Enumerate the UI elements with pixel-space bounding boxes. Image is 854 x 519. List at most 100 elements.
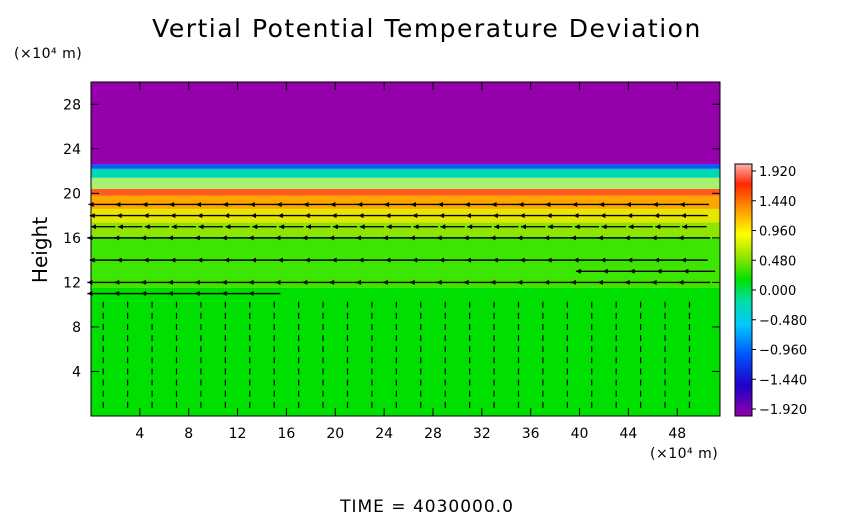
vector-arrow-head: [600, 257, 606, 263]
vector-arrow-head: [332, 224, 338, 230]
colorbar-tick-label: −0.960: [759, 344, 807, 359]
vector-arrow-head: [574, 224, 580, 230]
vector-arrow-head: [114, 291, 120, 297]
colorbar-tick-label: 1.440: [759, 195, 796, 210]
vector-arrow-head: [467, 224, 473, 230]
vector-arrow-head: [114, 235, 120, 241]
vector-arrow-head: [305, 224, 311, 230]
vector-arrow-head: [359, 224, 365, 230]
vector-arrow-head: [517, 235, 523, 241]
vector-arrow-head: [142, 201, 148, 207]
vector-arrow-head: [679, 201, 685, 207]
vector-arrow-head: [654, 257, 660, 263]
vector-arrow-head: [655, 224, 661, 230]
vector-arrow-head: [601, 224, 607, 230]
vector-arrow-head: [629, 268, 635, 274]
vector-arrow-head: [249, 201, 255, 207]
vector-arrow-head: [575, 268, 581, 274]
vector-arrow-head: [490, 235, 496, 241]
plot-frame: [90, 81, 721, 417]
vector-arrow-head: [627, 213, 633, 219]
x-tick-label: 48: [668, 426, 686, 442]
chart-title: Vertial Potential Temperature Deviation: [152, 14, 702, 43]
heatmap-band: [91, 188, 720, 196]
vector-arrow-head: [303, 201, 309, 207]
vector-arrow-head: [654, 213, 660, 219]
vector-arrow-head: [385, 213, 391, 219]
vector-arrow-head: [544, 235, 550, 241]
heatmap-band: [91, 82, 720, 165]
vector-arrow-head: [143, 213, 149, 219]
vector-arrow-head: [573, 257, 579, 263]
vector-arrow-head: [494, 224, 500, 230]
vector-arrow-head: [304, 257, 310, 263]
vector-arrow-head: [597, 235, 603, 241]
vector-arrow-head: [410, 201, 416, 207]
heatmap-band: [91, 164, 720, 169]
vector-arrow-head: [384, 201, 390, 207]
y-tick-label: 8: [72, 320, 81, 336]
vector-arrow-head: [409, 235, 415, 241]
vector-arrow-head: [224, 257, 230, 263]
vector-arrow-head: [117, 224, 123, 230]
vector-arrow-head: [570, 279, 576, 285]
x-tick-label: 32: [473, 426, 491, 442]
vector-arrow-head: [89, 213, 95, 219]
vector-arrow-head: [222, 201, 228, 207]
vector-arrow-head: [116, 257, 122, 263]
x-tick-label: 16: [278, 426, 296, 442]
vector-arrow-head: [194, 279, 200, 285]
vector-arrow-head: [304, 213, 310, 219]
vector-arrow-head: [225, 224, 231, 230]
vector-arrow-head: [682, 224, 688, 230]
vector-arrow-head: [357, 201, 363, 207]
vector-arrow-head: [656, 268, 662, 274]
vector-arrow-head: [356, 279, 362, 285]
y-unit-label: (×10⁴ m): [14, 46, 83, 62]
x-tick-label: 20: [326, 426, 344, 442]
vector-arrow-head: [680, 213, 686, 219]
vector-arrow-head: [465, 257, 471, 263]
heatmap-band: [91, 222, 720, 238]
vector-arrow-head: [600, 213, 606, 219]
vector-arrow-head: [198, 224, 204, 230]
vector-arrow-head: [678, 279, 684, 285]
vector-arrow-head: [224, 213, 230, 219]
vector-arrow-head: [194, 235, 200, 241]
vector-arrow-head: [89, 257, 95, 263]
vector-arrow-head: [167, 279, 173, 285]
vector-arrow-head: [382, 279, 388, 285]
heatmap-band: [91, 195, 720, 209]
vector-arrow-head: [250, 213, 256, 219]
y-tick-label: 28: [63, 97, 81, 113]
vector-arrow-head: [331, 213, 337, 219]
y-axis-label: Height: [28, 217, 52, 283]
vector-arrow-head: [546, 213, 552, 219]
x-tick-label: 24: [375, 426, 393, 442]
vector-arrow-head: [385, 257, 391, 263]
vector-arrow-head: [546, 257, 552, 263]
vector-arrow-head: [167, 291, 173, 297]
colorbar-tick-label: −1.440: [759, 373, 807, 388]
vector-arrow-head: [141, 235, 147, 241]
vector-arrow-head: [436, 235, 442, 241]
vector-arrow-head: [196, 201, 202, 207]
colorbar-tick-label: 0.480: [759, 254, 796, 269]
vector-arrow-head: [683, 268, 689, 274]
vector-arrow-head: [464, 201, 470, 207]
vector-arrow-head: [143, 257, 149, 263]
vector-arrow-head: [680, 257, 686, 263]
vector-arrow-head: [463, 235, 469, 241]
vector-arrow-head: [276, 201, 282, 207]
vector-arrow-head: [412, 213, 418, 219]
vector-arrow-head: [517, 279, 523, 285]
vector-arrow-head: [624, 235, 630, 241]
vector-arrow-head: [170, 213, 176, 219]
vector-arrow-head: [628, 224, 634, 230]
vector-arrow-head: [518, 201, 524, 207]
vector-arrow-head: [275, 279, 281, 285]
time-label: TIME = 4030000.0: [340, 497, 514, 517]
vector-arrow-head: [545, 201, 551, 207]
vector-arrow-head: [169, 201, 175, 207]
